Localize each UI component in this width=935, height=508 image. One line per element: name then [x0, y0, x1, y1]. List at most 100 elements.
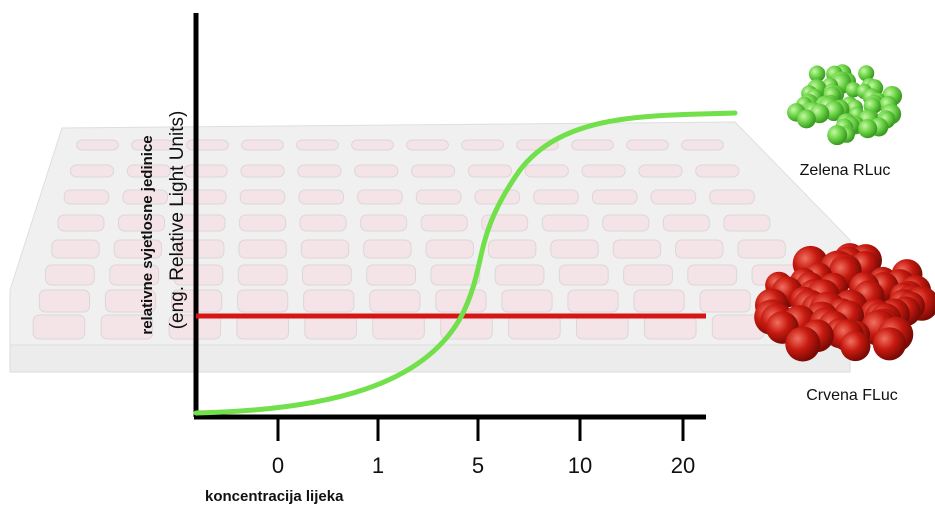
well	[638, 164, 683, 178]
ball	[858, 65, 875, 82]
well	[508, 314, 561, 340]
well	[567, 289, 619, 313]
well	[69, 164, 115, 178]
well	[723, 214, 771, 232]
ball	[827, 125, 848, 146]
well	[241, 139, 284, 151]
well	[435, 289, 487, 313]
well	[626, 139, 669, 151]
well	[650, 189, 697, 205]
well	[461, 139, 504, 151]
well	[178, 214, 226, 232]
well	[372, 314, 425, 340]
well	[623, 264, 673, 286]
well	[181, 189, 227, 205]
green-molecule	[787, 64, 903, 146]
well	[406, 139, 449, 151]
well	[363, 239, 412, 259]
y-axis-label: (eng. Relative Light Units)	[167, 111, 188, 330]
well	[122, 189, 168, 205]
well	[57, 214, 105, 232]
well	[299, 214, 347, 232]
well	[113, 239, 163, 259]
well	[699, 289, 751, 313]
well	[687, 264, 738, 286]
well	[550, 239, 599, 259]
x-axis-label: koncentracija lijeka	[205, 488, 344, 505]
x-tick-label: 0	[272, 453, 284, 478]
legend-label: Crvena FLuc	[806, 387, 898, 404]
well	[63, 189, 110, 205]
well	[32, 314, 86, 340]
green-curve	[193, 110, 738, 416]
well	[296, 139, 339, 151]
well	[541, 214, 589, 232]
well	[602, 214, 650, 232]
well	[612, 239, 662, 259]
x-tick-label: 1	[372, 453, 384, 478]
wells	[32, 139, 833, 340]
well	[104, 289, 157, 313]
well	[76, 139, 119, 151]
well	[581, 164, 626, 178]
well	[430, 264, 481, 286]
well	[176, 239, 225, 259]
well	[633, 289, 685, 313]
well	[109, 264, 160, 286]
well	[240, 164, 285, 178]
well	[357, 189, 403, 205]
x-ticks: 0 1 5 10 20	[272, 417, 695, 478]
well	[303, 289, 355, 313]
well	[501, 289, 553, 313]
well	[575, 314, 629, 340]
well	[675, 239, 724, 259]
well	[297, 164, 342, 178]
well	[533, 189, 579, 205]
x-tick-label: 20	[671, 453, 695, 478]
well	[558, 264, 609, 286]
well	[643, 314, 697, 340]
well	[45, 264, 95, 286]
well	[415, 189, 462, 205]
well	[351, 139, 394, 151]
x-tick-label: 10	[568, 453, 592, 478]
well	[571, 139, 614, 151]
well	[100, 314, 154, 340]
well	[369, 289, 421, 313]
well	[425, 239, 474, 259]
ball	[808, 65, 826, 83]
well	[354, 164, 399, 178]
well	[737, 239, 786, 259]
ball	[797, 109, 816, 129]
well	[591, 189, 638, 205]
well	[237, 264, 288, 286]
well	[709, 189, 755, 205]
well	[420, 214, 468, 232]
well	[467, 164, 513, 178]
well	[236, 314, 290, 340]
well	[487, 239, 537, 259]
well	[681, 139, 724, 151]
well	[239, 189, 286, 205]
well	[695, 164, 740, 178]
well-plate	[9, 121, 851, 373]
well	[239, 214, 287, 232]
ball	[785, 326, 821, 362]
well	[410, 164, 456, 178]
ball	[872, 327, 906, 361]
well	[366, 264, 417, 286]
well	[304, 314, 357, 340]
well	[301, 264, 352, 286]
x-tick-label: 5	[472, 453, 484, 478]
well	[494, 264, 545, 286]
plate-base	[9, 344, 851, 373]
well	[298, 189, 345, 205]
well	[131, 139, 174, 151]
well	[662, 214, 710, 232]
well	[118, 214, 166, 232]
well	[186, 139, 229, 151]
well	[238, 239, 287, 259]
well	[38, 289, 91, 313]
